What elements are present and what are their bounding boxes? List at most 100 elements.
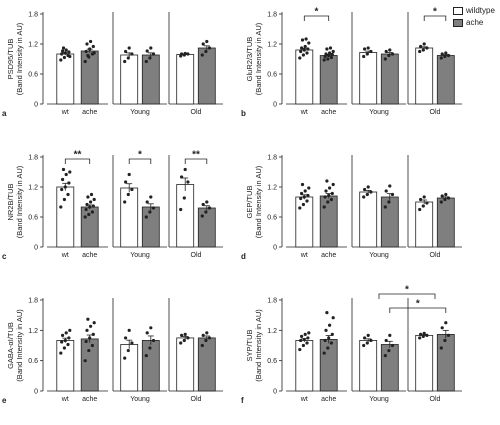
data-point (61, 49, 65, 53)
significance-label: * (138, 150, 142, 161)
data-point (87, 348, 91, 353)
x-tick-label: ache (82, 109, 97, 116)
significance-bracket (128, 158, 152, 164)
y-tick-label-c: 0.6 (28, 215, 38, 222)
bar (80, 338, 99, 392)
data-point (144, 215, 148, 219)
data-point (324, 52, 328, 56)
data-point (182, 196, 186, 200)
data-point (324, 189, 328, 193)
data-point (85, 328, 89, 332)
data-point (419, 44, 423, 49)
data-point (67, 181, 71, 185)
y-tick-label-d: 1.8 (267, 155, 277, 162)
data-point (422, 195, 426, 199)
panel-letter-e: e (2, 396, 7, 405)
significance-bracket (389, 307, 447, 313)
data-point (67, 50, 71, 54)
y-axis-label-a-0: PSD95/TUB (6, 39, 15, 80)
data-point (328, 46, 333, 50)
data-point (148, 56, 152, 60)
data-point (323, 338, 327, 343)
panel-b: GluR2/3/TUB (Band Intensity in AU) 0 0.6 1.2… (241, 7, 462, 118)
y-tick-label-a: 1.8 (28, 12, 38, 19)
data-point (204, 210, 208, 214)
y-axis-label-e-1: (Band Intensity in AU) (15, 309, 24, 382)
significance-label: * (315, 7, 319, 18)
bar (436, 333, 455, 392)
bar (359, 340, 378, 392)
data-point (369, 338, 373, 343)
data-point (298, 56, 302, 60)
data-point (180, 52, 184, 56)
bar (176, 184, 195, 248)
data-point (326, 57, 330, 61)
x-tick-label: Old (191, 109, 202, 116)
significance-bracket (378, 293, 436, 299)
data-point (92, 321, 96, 325)
significance-bracket (303, 15, 330, 21)
bar (56, 186, 75, 248)
y-tick-label-c: 1.8 (28, 155, 38, 162)
data-point (305, 341, 309, 345)
data-point (130, 341, 134, 345)
data-point (200, 214, 204, 218)
data-point (86, 317, 90, 321)
data-point (186, 180, 190, 184)
data-point (301, 53, 305, 57)
y-axis-label-a-1: (Band Intensity in AU) (15, 22, 24, 95)
data-point (388, 333, 392, 337)
data-point (422, 331, 426, 335)
data-point (86, 195, 90, 199)
data-point (130, 187, 134, 192)
x-tick-label: Young (130, 109, 150, 116)
data-point (383, 57, 387, 61)
data-point (328, 186, 332, 190)
x-tick-label: ache (321, 396, 336, 403)
data-point (207, 206, 212, 210)
x-tick-label: ache (321, 109, 336, 116)
bar (80, 50, 99, 105)
data-point (301, 202, 305, 207)
panel-letter-f: f (241, 396, 244, 405)
data-point (186, 52, 190, 56)
data-point (444, 192, 448, 197)
bar (436, 55, 455, 105)
bar (380, 196, 399, 248)
data-point (421, 334, 425, 338)
y-tick-label-f: 1.8 (267, 298, 277, 305)
data-point (322, 58, 326, 62)
data-point (84, 339, 88, 344)
legend-swatch-ache (453, 19, 463, 27)
y-tick-label-b: 0.6 (267, 72, 277, 79)
legend-swatch-wildtype (453, 7, 463, 15)
data-point (425, 201, 429, 205)
data-point (419, 332, 423, 336)
data-point (200, 343, 204, 348)
data-point (326, 200, 330, 204)
data-point (68, 170, 72, 174)
data-point (299, 338, 303, 343)
data-point (144, 354, 148, 358)
data-point (363, 187, 367, 192)
data-point (83, 359, 87, 363)
data-point (331, 182, 335, 187)
significance-label: * (405, 285, 409, 296)
data-point (126, 348, 130, 353)
data-point (327, 53, 331, 58)
data-point (421, 204, 425, 208)
y-axis-label-b-1: (Band Intensity in AU) (254, 22, 263, 95)
data-point (86, 53, 90, 58)
data-point (149, 326, 153, 330)
x-tick-label: wt (61, 109, 69, 116)
data-point (59, 351, 63, 355)
data-point (144, 59, 148, 64)
data-point (369, 190, 373, 194)
data-point (302, 337, 306, 342)
data-point (303, 44, 307, 49)
data-point (446, 333, 451, 337)
significance-bracket (423, 15, 447, 21)
data-point (324, 328, 328, 332)
y-tick-label-a: 0.6 (28, 72, 38, 79)
bar (56, 53, 75, 105)
